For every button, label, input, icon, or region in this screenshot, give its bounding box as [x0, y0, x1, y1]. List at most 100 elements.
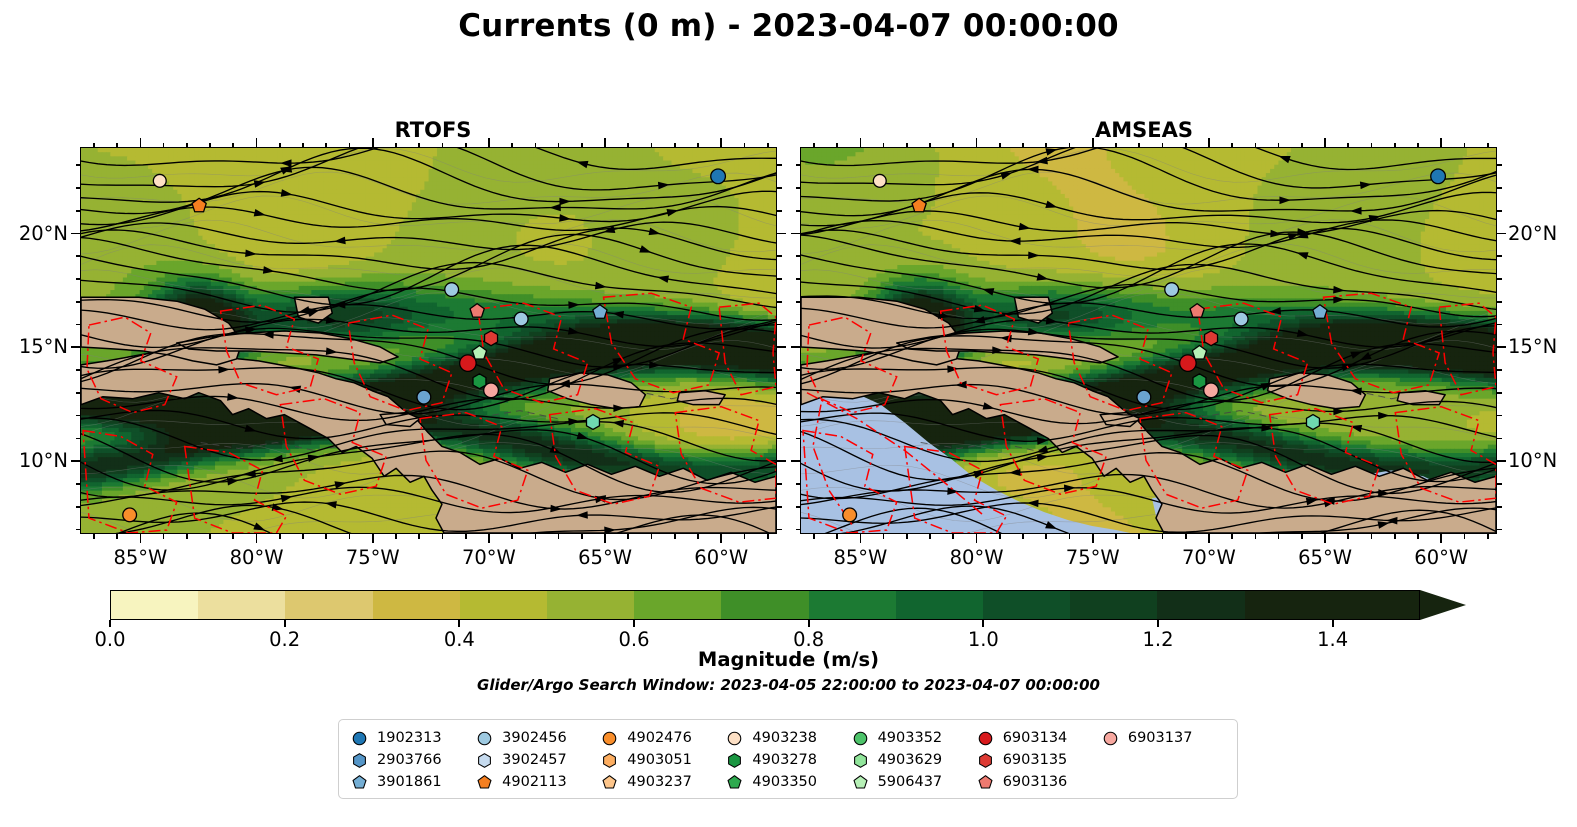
- float-marker-3902456[interactable]: [1164, 282, 1180, 298]
- legend-label: 3902456: [502, 730, 567, 746]
- lon-tick: [1161, 142, 1164, 147]
- lon-tick: [139, 534, 142, 543]
- lat-tick: [777, 460, 786, 462]
- lon-tick: [302, 534, 304, 539]
- lat-tick: [795, 300, 800, 303]
- float-marker-4902476[interactable]: [842, 507, 858, 523]
- float-marker-3902456[interactable]: [1136, 389, 1152, 405]
- float-marker-6903134[interactable]: [458, 354, 477, 373]
- lat-tick: [71, 346, 80, 349]
- pentagon-marker-icon: [602, 774, 617, 789]
- float-marker-6903135[interactable]: [483, 330, 499, 347]
- lon-tick: [906, 534, 908, 539]
- float-marker-6903136[interactable]: [469, 302, 485, 318]
- hexagon-marker-icon: [978, 752, 992, 768]
- float-marker-3902457[interactable]: [513, 311, 529, 327]
- lon-tick: [1068, 534, 1071, 539]
- legend-item-6903137[interactable]: 6903137: [1102, 730, 1227, 747]
- map-panel-rtofs[interactable]: [80, 147, 777, 534]
- colorbar-band-0: [111, 591, 199, 619]
- legend-item-2903766[interactable]: 2903766: [351, 752, 476, 769]
- lat-label-right: 10°N: [1508, 449, 1577, 472]
- float-marker-6903135[interactable]: [1203, 330, 1219, 347]
- legend-label: 6903134: [1003, 730, 1068, 746]
- map-panel-amseas[interactable]: [800, 147, 1497, 534]
- lon-label: 75°W: [318, 546, 428, 569]
- legend-item-3902456[interactable]: 3902456: [476, 730, 601, 747]
- colorbar[interactable]: 0.0 0.2 0.4 0.6 0.8 1.0 1.2 1.4: [94, 589, 1467, 651]
- lon-tick: [580, 534, 583, 539]
- legend-item-4902476[interactable]: 4902476: [601, 730, 726, 747]
- lon-tick: [441, 142, 444, 147]
- float-marker-6903137[interactable]: [1203, 382, 1220, 399]
- float-marker-1902313[interactable]: [1430, 168, 1447, 185]
- lon-tick: [488, 534, 490, 543]
- lon-tick: [511, 534, 513, 539]
- lat-tick: [1497, 209, 1502, 212]
- legend-item-5906437[interactable]: 5906437: [852, 774, 977, 791]
- lon-label: 80°W: [202, 546, 312, 569]
- legend-item-6903135[interactable]: 6903135: [977, 752, 1102, 769]
- float-marker-4903629[interactable]: [1305, 413, 1321, 431]
- lon-tick: [186, 142, 188, 147]
- colorbar-tick: [283, 620, 286, 627]
- colorbar-tick: [109, 620, 111, 627]
- float-marker-3902457[interactable]: [1233, 311, 1249, 327]
- float-marker-3901861[interactable]: [1312, 304, 1328, 319]
- colorbar-band-6: [634, 591, 722, 619]
- legend-item-6903134[interactable]: 6903134: [977, 730, 1102, 747]
- float-marker-1902313[interactable]: [710, 168, 727, 185]
- legend-item-4903238[interactable]: 4903238: [726, 730, 851, 747]
- float-marker-4902113[interactable]: [191, 197, 207, 213]
- float-marker-4903238[interactable]: [872, 173, 887, 188]
- lon-label: 70°W: [434, 546, 544, 569]
- hexagon-marker-icon: [478, 752, 492, 768]
- float-marker-4903238[interactable]: [152, 173, 167, 188]
- float-marker-3902456[interactable]: [444, 282, 460, 298]
- float-marker-3902456[interactable]: [416, 389, 432, 405]
- legend-item-3901861[interactable]: 3901861: [351, 774, 476, 791]
- legend-item-1902313[interactable]: 1902313: [351, 730, 476, 747]
- eez-boundaries: [802, 292, 1496, 533]
- colorbar-tick: [982, 620, 985, 627]
- float-marker-4903278[interactable]: [472, 373, 487, 390]
- float-markers: [122, 168, 727, 523]
- lon-tick: [232, 534, 235, 539]
- float-marker-6903134[interactable]: [1178, 354, 1197, 373]
- legend-item-4902113[interactable]: 4902113: [476, 774, 601, 791]
- float-marker-6903137[interactable]: [483, 382, 500, 399]
- float-marker-4902113[interactable]: [911, 197, 927, 213]
- circle-marker-icon: [728, 731, 742, 745]
- float-marker-4903278[interactable]: [1192, 373, 1207, 390]
- legend-item-6903136[interactable]: 6903136: [977, 774, 1102, 791]
- lon-label: 60°W: [666, 546, 776, 569]
- legend-item-4903278[interactable]: 4903278: [726, 752, 851, 769]
- lon-tick: [998, 142, 1001, 147]
- float-marker-6903136[interactable]: [1189, 302, 1205, 318]
- legend-item-4903352[interactable]: 4903352: [852, 730, 977, 747]
- legend-item-4903237[interactable]: 4903237: [601, 774, 726, 791]
- lon-tick: [255, 534, 258, 543]
- lon-tick: [1115, 534, 1117, 539]
- lon-tick: [952, 534, 955, 539]
- legend-label: 4903352: [878, 730, 943, 746]
- legend-item-4903051[interactable]: 4903051: [601, 752, 726, 769]
- lon-tick: [1022, 142, 1024, 147]
- lon-tick: [766, 534, 769, 539]
- lat-tick: [1497, 414, 1502, 417]
- legend-item-4903629[interactable]: 4903629: [852, 752, 977, 769]
- lat-tick: [75, 300, 80, 303]
- float-marker-5906437[interactable]: [471, 344, 488, 360]
- lon-tick: [278, 142, 281, 147]
- float-marker-5906437[interactable]: [1191, 344, 1208, 360]
- legend-item-4903350[interactable]: 4903350: [726, 774, 851, 791]
- lon-tick: [418, 534, 421, 539]
- float-marker-4902476[interactable]: [122, 507, 138, 523]
- legend-item-3902457[interactable]: 3902457: [476, 752, 601, 769]
- lon-tick: [1254, 534, 1257, 539]
- colorbar-extend-arrow: [1420, 589, 1466, 620]
- float-marker-3901861[interactable]: [592, 304, 608, 319]
- float-marker-4903629[interactable]: [585, 413, 601, 431]
- lon-tick: [557, 142, 560, 147]
- lat-tick: [75, 187, 80, 189]
